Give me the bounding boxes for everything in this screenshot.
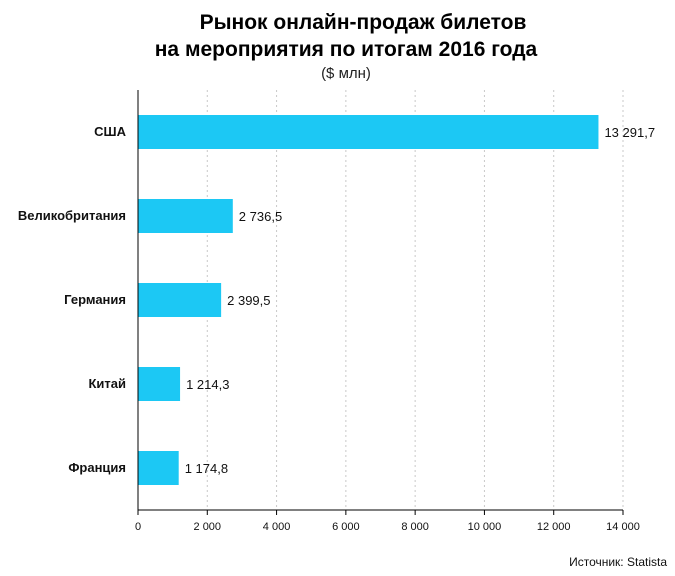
source-note: Источник: Statista — [569, 555, 667, 569]
category-label: Великобритания — [18, 208, 126, 223]
data-label: 1 214,3 — [186, 377, 229, 392]
category-label: США — [94, 124, 126, 139]
axes: 0 2 000 4 000 6 000 8 000 10 000 12 000 14 000 — [135, 90, 640, 533]
chart-title-line-2: на мероприятия по итогам 2016 года — [155, 38, 538, 61]
category-label: Германия — [64, 292, 126, 307]
x-tick-label: 4 000 — [263, 521, 291, 533]
data-label: 2 399,5 — [227, 293, 270, 308]
data-label: 1 174,8 — [185, 461, 228, 476]
x-tick-label: 12 000 — [537, 521, 571, 533]
x-tick-label: 6 000 — [332, 521, 360, 533]
bar — [138, 451, 179, 485]
bar — [138, 283, 222, 317]
chart-title-line-1: Рынок онлайн-продаж билетов — [200, 11, 527, 34]
x-tick-label: 2 000 — [194, 521, 222, 533]
bars: США 13 291,7 Великобритания 2 736,5 Германия… — [18, 115, 655, 485]
x-tick-label: 14 000 — [606, 521, 640, 533]
bar — [138, 115, 599, 149]
chart-subtitle: ($ млн) — [321, 65, 371, 82]
bar — [138, 367, 181, 401]
data-label: 13 291,7 — [604, 125, 655, 140]
x-tick-label: 0 — [135, 521, 141, 533]
category-label: Франция — [68, 460, 126, 475]
bar — [138, 199, 233, 233]
grid-lines — [206, 90, 624, 510]
data-label: 2 736,5 — [239, 209, 282, 224]
x-tick-label: 8 000 — [401, 521, 429, 533]
category-label: Китай — [88, 376, 126, 391]
x-tick-label: 10 000 — [468, 521, 502, 533]
